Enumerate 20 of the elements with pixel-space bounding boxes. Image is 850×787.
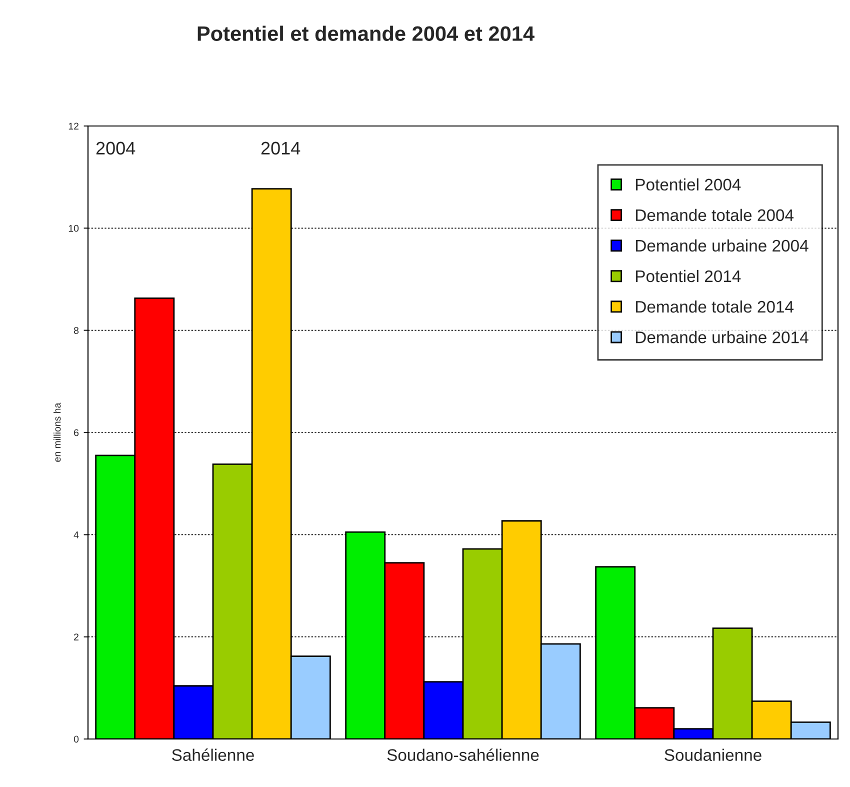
x-tick-label: Sahélienne (172, 748, 254, 761)
y-tick-label: 0 (74, 736, 79, 743)
annotation: 2004 (96, 142, 136, 155)
y-tick-label: 10 (68, 224, 79, 232)
legend-label: Potentiel 2004 (636, 178, 741, 191)
legend-label: Demande urbaine 2004 (636, 239, 808, 252)
legend-label: Demande totale 2004 (636, 208, 794, 222)
legend-label: Demande totale 2014 (636, 300, 794, 313)
y-tick-label: 4 (74, 532, 79, 538)
y-axis-title: en millions ha (54, 402, 61, 462)
chart-title: Potentiel et demande 2004 et 2014 (198, 26, 534, 42)
x-tick-label: Soudanienne (664, 748, 762, 761)
legend-label: Potentiel 2014 (636, 270, 741, 282)
x-tick-label: Soudano-sahélienne (387, 748, 539, 761)
y-tick-label: 8 (74, 327, 79, 334)
y-tick-label: 6 (74, 429, 79, 436)
annotation: 2014 (261, 142, 300, 155)
legend-label: Demande urbaine 2014 (636, 331, 808, 344)
y-tick-label: 12 (68, 122, 78, 130)
y-tick-label: 2 (74, 634, 78, 640)
